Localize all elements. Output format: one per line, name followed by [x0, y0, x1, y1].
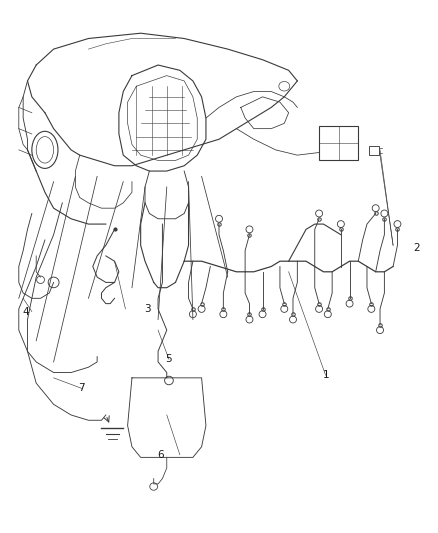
- Text: 6: 6: [157, 450, 163, 460]
- Text: 7: 7: [78, 383, 85, 393]
- Text: 5: 5: [166, 354, 172, 364]
- Text: 3: 3: [144, 304, 151, 314]
- Text: 2: 2: [414, 243, 420, 253]
- Text: 4: 4: [22, 306, 28, 317]
- Bar: [369, 146, 379, 155]
- Bar: [319, 126, 358, 160]
- Text: 1: 1: [322, 370, 329, 380]
